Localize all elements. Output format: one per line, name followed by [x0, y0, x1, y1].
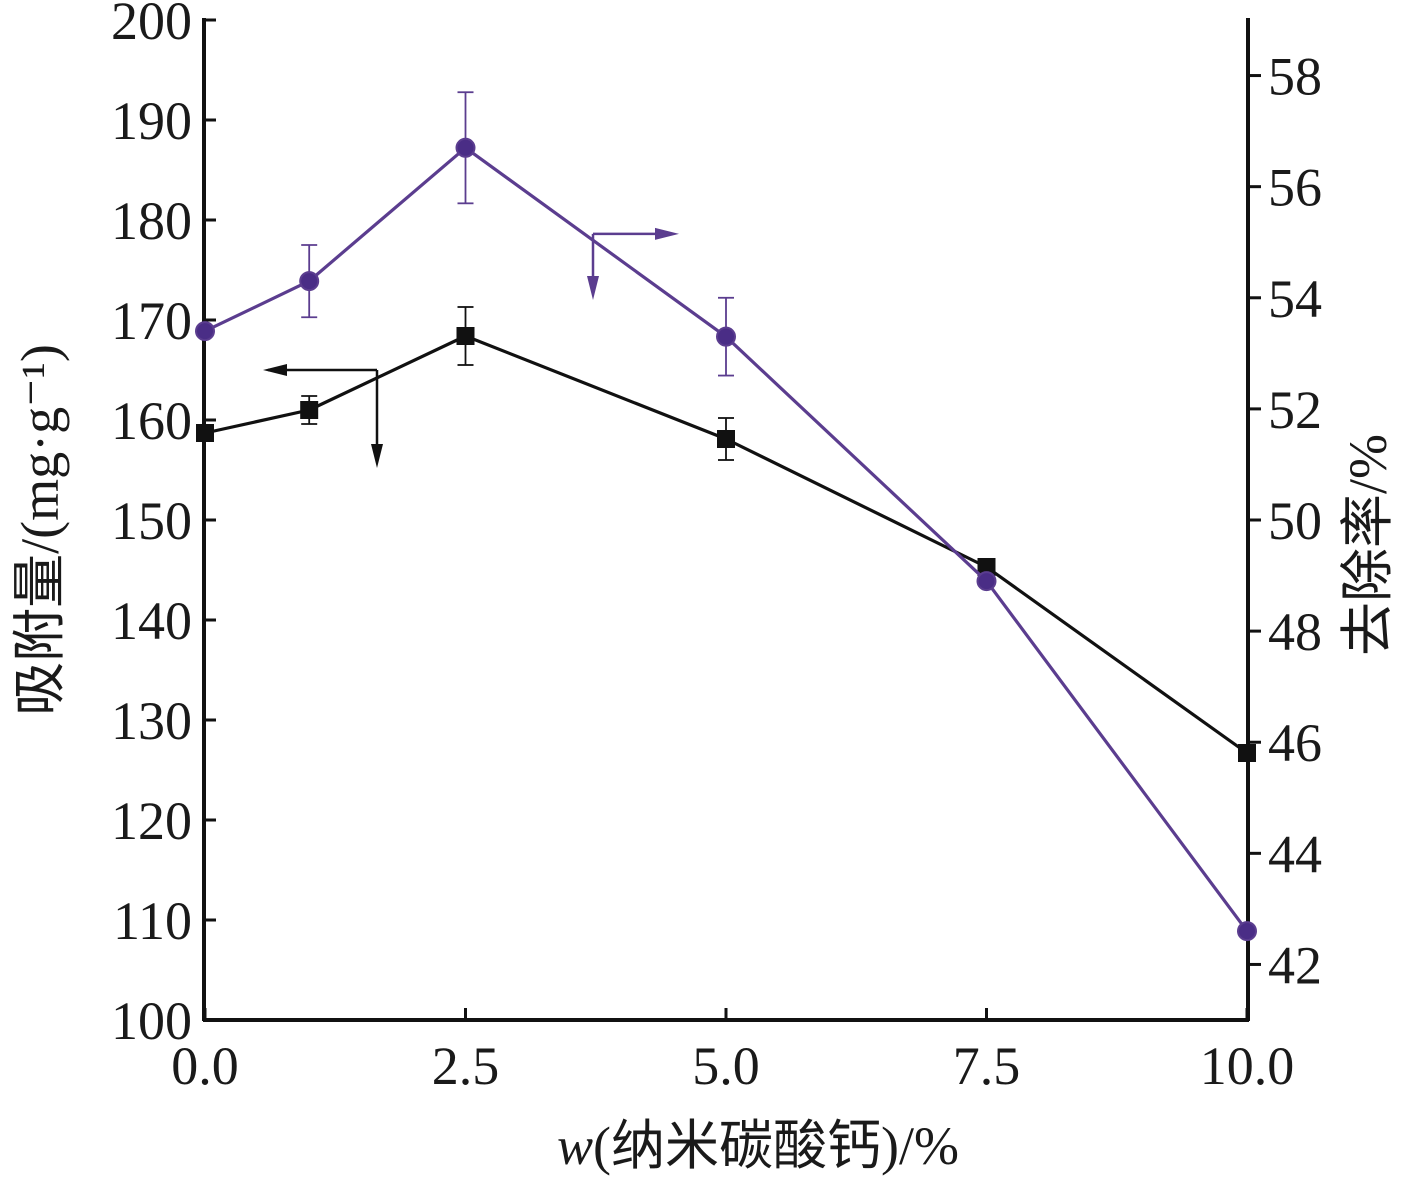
- x-tick-label: 7.5: [953, 1036, 1021, 1096]
- data-point-square: [1238, 744, 1256, 762]
- y-left-tick-label: 130: [111, 691, 192, 751]
- data-point-square: [977, 558, 996, 576]
- x-axis-title: w(纳米碳酸钙)/%: [557, 1116, 959, 1176]
- y-axis-right-title: 去除率/%: [1338, 434, 1398, 656]
- y-right-tick-label: 50: [1268, 491, 1322, 551]
- y-left-tick-label: 140: [111, 591, 192, 651]
- x-tick-label: 0.0: [171, 1036, 239, 1096]
- arrow-head: [655, 227, 679, 240]
- data-point-square: [717, 430, 735, 448]
- arrow-head: [371, 444, 383, 468]
- series-line: [204, 146, 1249, 933]
- y-right-tick-label: 42: [1268, 935, 1322, 995]
- arrow-head: [587, 276, 599, 300]
- data-point-square: [456, 327, 475, 345]
- y-right-tick-label: 58: [1268, 47, 1322, 107]
- y-left-tick-label: 180: [111, 191, 192, 251]
- y-right-tick-label: 48: [1268, 602, 1322, 662]
- series-left: [196, 306, 1256, 762]
- y-left-tick-label: 160: [111, 391, 192, 451]
- y-left-tick-label: 200: [111, 0, 192, 51]
- data-point-square: [196, 424, 214, 442]
- ticks: 100 110 120 130 140 150 160 170 180 190 200 42 44 46 4…: [111, 0, 1322, 1096]
- y-axis-left-title: 吸附量/(mg·g⁻¹): [10, 344, 70, 716]
- y-left-tick-label: 170: [111, 291, 192, 351]
- y-right-tick-label: 56: [1268, 158, 1322, 218]
- axis-titles: w(纳米碳酸钙)/% 吸附量/(mg·g⁻¹) 去除率/%: [10, 344, 1398, 1176]
- data-point-circle: [455, 137, 476, 158]
- y-left-tick-label: 150: [111, 491, 192, 551]
- y-left-tick-label: 120: [111, 791, 192, 851]
- data-point-circle: [299, 271, 320, 292]
- y-left-tick-label: 100: [111, 991, 192, 1051]
- data-point-circle: [976, 571, 997, 592]
- x-tick-label: 10.0: [1200, 1036, 1295, 1096]
- axis-indicators: [263, 227, 679, 468]
- y-left-tick-label: 110: [113, 891, 192, 951]
- series-layer: [195, 91, 1257, 942]
- y-right-tick-label: 46: [1268, 713, 1322, 773]
- x-tick-label: 5.0: [692, 1036, 760, 1096]
- data-point-circle: [1237, 921, 1257, 942]
- axes: [202, 18, 1250, 1022]
- series-line: [204, 334, 1248, 755]
- data-point-square: [300, 401, 319, 419]
- y-right-tick-label: 52: [1268, 380, 1322, 440]
- arrow-head: [263, 364, 287, 376]
- series-right: [195, 91, 1257, 942]
- y-left-tick-label: 190: [111, 91, 192, 151]
- data-point-circle: [716, 326, 736, 347]
- data-point-circle: [195, 321, 215, 342]
- y-right-tick-label: 54: [1268, 269, 1322, 329]
- x-tick-label: 2.5: [432, 1036, 500, 1096]
- y-right-tick-label: 44: [1268, 824, 1322, 884]
